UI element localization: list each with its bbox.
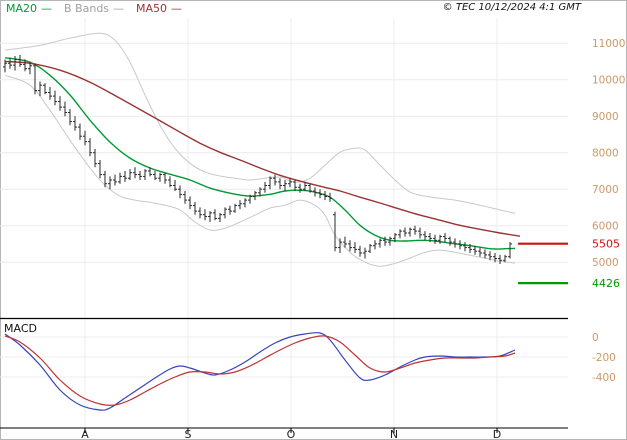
month-label: O [287,428,296,440]
level-label-5505: 5505 [592,238,620,251]
copyright-text: © TEC 10/12/2024 4:1 GMT [442,2,581,13]
price-axis-label: 8000 [592,148,619,160]
macd-axis-labels: 0 -200 -400 [592,332,616,384]
price-axis-label: 11000 [592,38,625,50]
candles [3,54,512,264]
legend-ma50-swatch: — [171,2,183,15]
ma20-line [4,57,516,250]
price-axis-label: 5000 [592,257,619,269]
legend-bbands-label: B Bands [64,2,110,15]
macd-signal-line [4,335,516,406]
legend-bbands-swatch: — [113,2,125,15]
bb_upper-line [4,32,516,214]
legend-bbands: B Bands — [64,2,124,15]
legend-ma20: MA20 — [6,2,52,15]
price-axis-labels: 11000 10000 9000 8000 7000 6000 5000 [592,38,625,269]
price-axis-label: 9000 [592,111,619,123]
ma50-line [4,60,521,237]
bb_lower-line [4,74,516,267]
month-label: D [493,428,501,440]
price-axis-label: 10000 [592,75,625,87]
price-axis-label: 7000 [592,184,619,196]
macd-axis-label: 0 [592,332,599,344]
legend-ma50: MA50 — [136,2,182,15]
month-label: N [390,428,398,440]
month-label: S [185,428,192,440]
price-axis-label: 6000 [592,221,619,233]
month-gridlines [84,18,498,433]
macd-macd-line [4,332,516,411]
macd-axis-label: -200 [592,352,616,364]
macd-panel-label: MACD [4,322,37,335]
month-label: A [81,428,89,440]
chart-legend: MA20 — B Bands — MA50 — [6,2,182,15]
legend-ma20-swatch: — [41,2,53,15]
level-lines: 5505 4426 [518,238,620,290]
macd-axis-label: -400 [592,372,616,384]
legend-ma50-label: MA50 [136,2,168,15]
level-label-4426: 4426 [592,277,620,290]
legend-ma20-label: MA20 [6,2,38,15]
